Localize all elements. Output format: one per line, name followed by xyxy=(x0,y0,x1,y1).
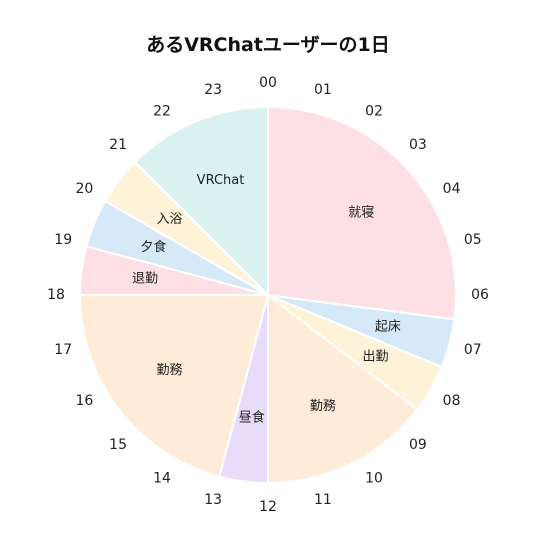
hour-label: 16 xyxy=(75,393,93,409)
slice-label: VRChat xyxy=(197,173,245,188)
hour-labels: 00 01 02 03 04 05 06 07 08 09 10 11 12 13 14 15 16 17 18 19… xyxy=(47,75,489,515)
hour-label: 12 xyxy=(259,499,277,515)
hour-label: 23 xyxy=(204,82,222,98)
hour-label: 17 xyxy=(54,342,72,358)
pie-slice xyxy=(267,105,457,321)
hour-label: 01 xyxy=(314,82,332,98)
hour-label: 05 xyxy=(464,232,482,248)
hour-label: 07 xyxy=(464,342,482,358)
slice-label: 勤務 xyxy=(310,399,336,414)
hour-label: 18 xyxy=(47,287,65,303)
pie-slices xyxy=(78,105,457,485)
hour-label: 03 xyxy=(409,137,427,153)
hour-label: 15 xyxy=(109,437,127,453)
pie-slice xyxy=(133,105,269,298)
slice-label: 起床 xyxy=(375,320,401,335)
hour-label: 10 xyxy=(365,471,383,487)
pie-slice xyxy=(78,294,270,478)
slice-label: 出勤 xyxy=(362,350,388,365)
slice-label: 入浴 xyxy=(157,212,183,227)
hour-label: 21 xyxy=(109,137,127,153)
slice-label: 昼食 xyxy=(239,410,265,426)
chart-title: あるVRChatユーザーの1日 xyxy=(146,34,390,56)
hour-label: 00 xyxy=(259,75,277,91)
slice-label: 就寝 xyxy=(348,205,374,221)
pie-slice xyxy=(267,292,419,485)
hour-label: 11 xyxy=(314,492,332,508)
hour-label: 22 xyxy=(153,103,171,119)
hour-label: 04 xyxy=(443,181,461,197)
hour-label: 20 xyxy=(75,181,93,197)
hour-label: 13 xyxy=(204,492,222,508)
hour-label: 19 xyxy=(54,232,72,248)
hour-label: 02 xyxy=(365,103,383,119)
slice-label: 夕食 xyxy=(140,239,166,255)
slice-label: 退勤 xyxy=(132,271,158,286)
hour-label: 06 xyxy=(471,287,489,303)
slice-label: 勤務 xyxy=(157,363,183,378)
hour-label: 14 xyxy=(153,471,171,487)
hour-label: 09 xyxy=(409,437,427,453)
hour-label: 08 xyxy=(443,393,461,409)
